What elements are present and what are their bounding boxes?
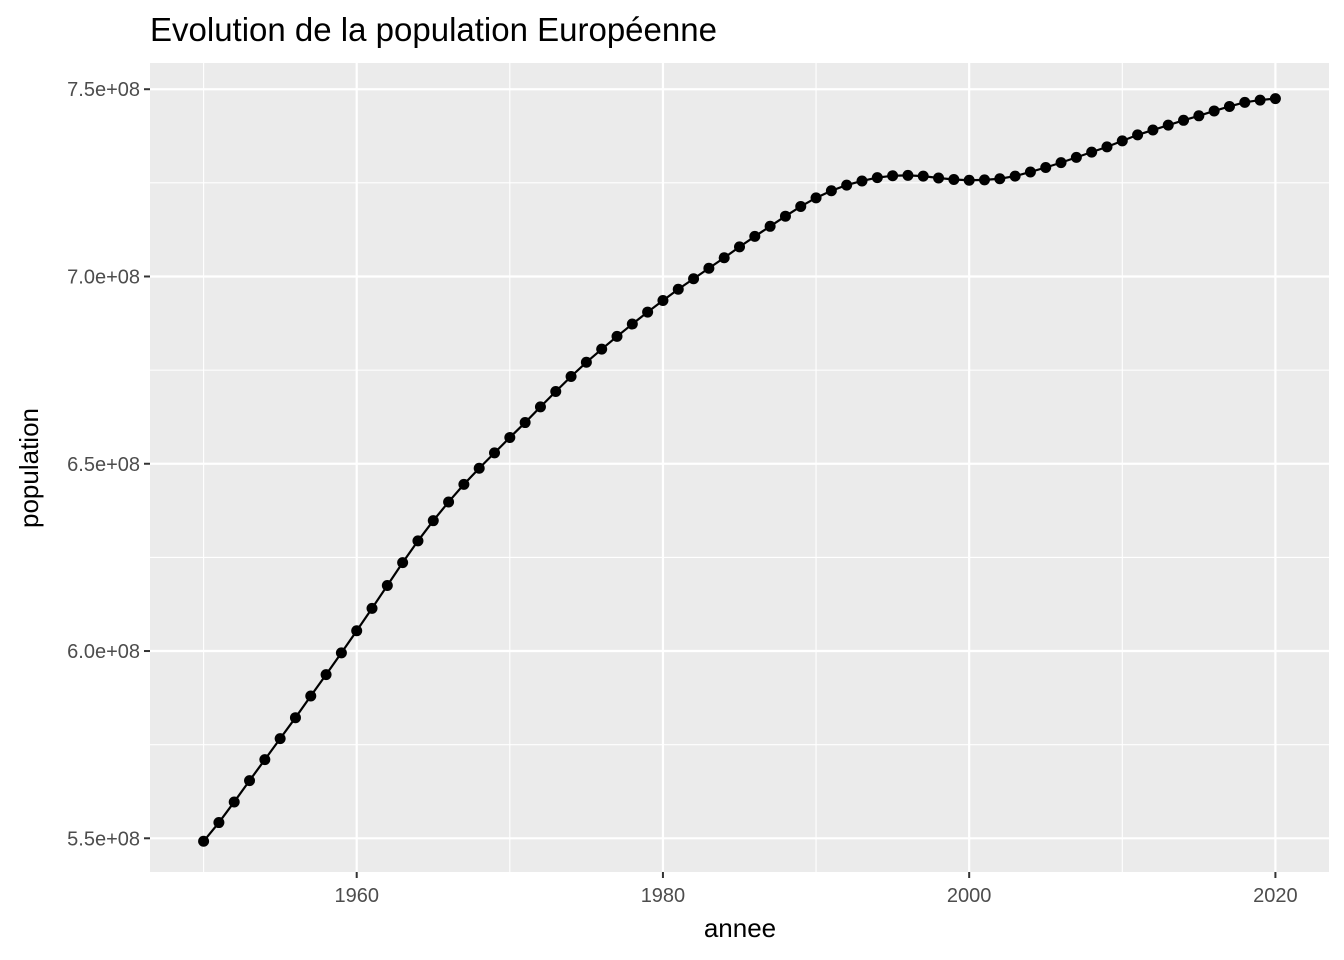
data-point [611, 330, 623, 342]
x-axis-ticks: 1960 1980 2000 2020 [334, 872, 1298, 907]
data-point [412, 535, 424, 547]
data-point [1055, 157, 1067, 169]
data-point [504, 432, 516, 444]
data-point [1132, 129, 1144, 141]
y-tick-label: 7.0e+08 [67, 266, 140, 288]
data-point [718, 252, 730, 264]
data-point [397, 557, 409, 569]
data-point [596, 343, 608, 355]
data-point [289, 712, 301, 724]
data-point [259, 754, 271, 766]
data-point [902, 169, 914, 181]
data-point [565, 370, 577, 382]
data-point [978, 174, 990, 186]
population-series-points [198, 93, 1281, 847]
x-tick-label: 1980 [641, 885, 686, 907]
data-point [443, 496, 455, 508]
y-tick-label: 6.5e+08 [67, 454, 140, 476]
data-point [1070, 151, 1082, 163]
data-point [856, 175, 868, 187]
y-tick-label: 7.5e+08 [67, 79, 140, 101]
data-point [703, 262, 715, 274]
data-point [749, 230, 761, 242]
data-point [351, 625, 363, 637]
data-point [1239, 96, 1251, 108]
x-tick-label: 1960 [334, 885, 379, 907]
data-point [366, 602, 378, 614]
data-point [1254, 94, 1266, 106]
y-axis-ticks: 5.5e+08 6.0e+08 6.5e+08 7.0e+08 7.5e+08 [67, 79, 150, 850]
data-point [1162, 119, 1174, 131]
data-point [1009, 170, 1021, 182]
y-tick-label: 6.0e+08 [67, 641, 140, 663]
data-point [626, 318, 638, 330]
data-point [198, 835, 210, 847]
data-point [1024, 166, 1036, 178]
data-point [228, 796, 240, 808]
data-point [1178, 114, 1190, 126]
data-point [734, 241, 745, 253]
data-point [381, 579, 393, 591]
data-point [764, 220, 776, 232]
data-point [871, 172, 883, 184]
data-point [213, 817, 225, 829]
data-point [244, 775, 256, 787]
chart-title: Evolution de la population Européenne [150, 11, 717, 48]
x-tick-label: 2000 [947, 885, 992, 907]
data-point [779, 210, 791, 222]
data-point [1193, 110, 1205, 122]
x-tick-label: 2020 [1253, 885, 1298, 907]
data-point [473, 462, 485, 474]
data-point [427, 515, 439, 527]
data-point [1269, 93, 1281, 105]
data-point [550, 385, 562, 397]
data-point [489, 447, 501, 459]
data-point [335, 647, 347, 659]
data-point [1040, 162, 1052, 173]
data-point [1086, 146, 1098, 158]
data-point [963, 174, 975, 186]
data-point [1116, 135, 1128, 147]
data-point [642, 306, 654, 318]
data-point [810, 192, 822, 204]
data-point [688, 273, 700, 285]
data-point [994, 173, 1006, 185]
data-point [948, 173, 960, 185]
data-point [887, 170, 899, 182]
y-axis-title: population [14, 408, 44, 528]
data-point [580, 356, 592, 368]
data-point [657, 294, 669, 306]
plot-panel [150, 63, 1329, 872]
data-point [825, 185, 837, 197]
y-tick-label: 5.5e+08 [67, 828, 140, 850]
data-point [841, 179, 853, 191]
data-point [1208, 105, 1220, 117]
data-point [320, 669, 332, 681]
data-point [458, 478, 470, 490]
data-point [1223, 100, 1235, 112]
data-point [519, 417, 531, 429]
x-axis-title: annee [704, 913, 776, 943]
data-point [795, 200, 807, 212]
data-point [274, 733, 286, 745]
data-point [1147, 124, 1159, 136]
data-point [917, 170, 929, 182]
data-point [672, 283, 684, 295]
data-point [305, 690, 317, 702]
data-point [933, 172, 945, 184]
data-point [1101, 141, 1113, 153]
data-point [534, 401, 546, 413]
